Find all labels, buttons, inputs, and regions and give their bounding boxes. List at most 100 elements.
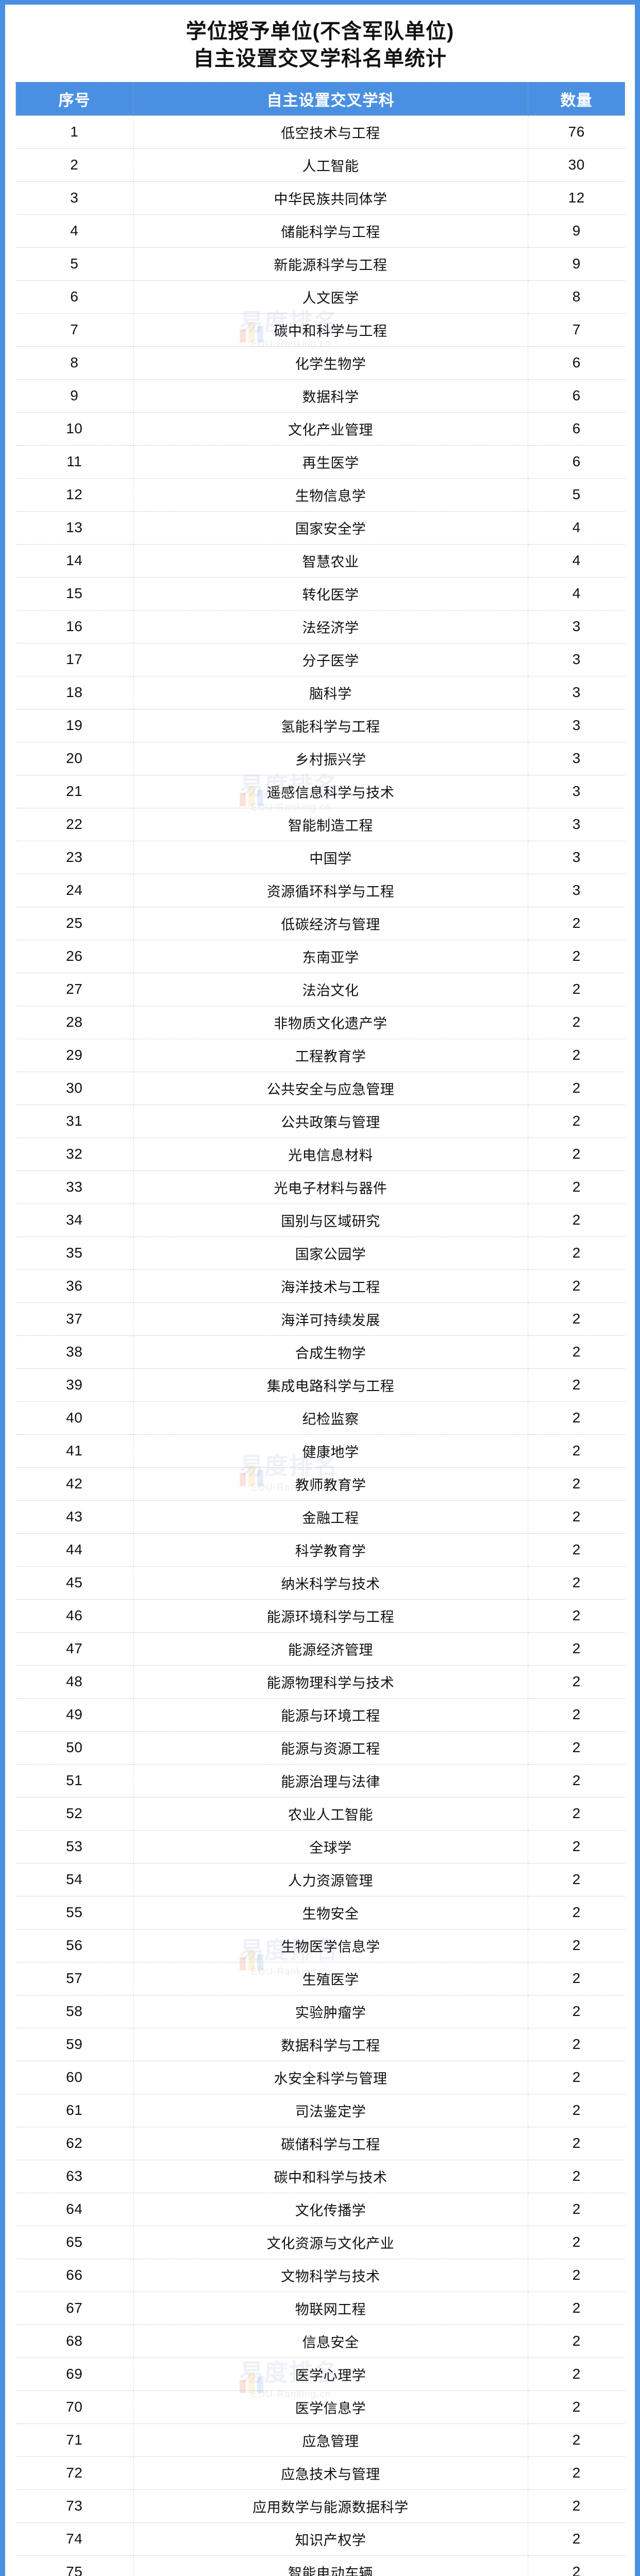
cell-count: 2 xyxy=(528,2456,625,2490)
cell-count: 2 xyxy=(528,1005,625,1039)
cell-count: 2 xyxy=(528,2225,625,2259)
cell-discipline-name: 健康地学 xyxy=(133,1434,528,1468)
table-row: 70 医学信息学 2 xyxy=(15,2390,625,2424)
cell-index: 10 xyxy=(15,412,133,446)
cell-discipline-name: 应急技术与管理 xyxy=(133,2456,528,2490)
table-row: 59 数据科学与工程 2 xyxy=(15,2027,625,2061)
cell-discipline-name: 资源循环科学与工程 xyxy=(133,873,528,907)
cell-count: 3 xyxy=(528,642,625,676)
cell-discipline-name: 公共政策与管理 xyxy=(133,1104,528,1138)
table-row: 28 非物质文化遗产学 2 xyxy=(15,1005,625,1039)
table-row: 30 公共安全与应急管理 2 xyxy=(15,1071,625,1105)
cell-discipline-name: 全球学 xyxy=(133,1829,528,1863)
cell-discipline-name: 碳中和科学与技术 xyxy=(133,2159,528,2193)
cell-count: 2 xyxy=(528,2522,625,2556)
table-row: 51 能源治理与法律 2 xyxy=(15,1764,625,1798)
page-title: 学位授予单位(不含军队单位) 自主设置交叉学科名单统计 xyxy=(5,5,635,73)
cell-count: 2 xyxy=(528,1302,625,1336)
page-title-line-2: 自主设置交叉学科名单统计 xyxy=(193,47,447,70)
cell-count: 2 xyxy=(528,2357,625,2391)
cell-discipline-name: 脑科学 xyxy=(133,675,528,709)
cell-discipline-name: 应急管理 xyxy=(133,2423,528,2457)
table-row: 29 工程教育学 2 xyxy=(15,1038,625,1072)
table-head: 序号 自主设置交叉学科 数量 xyxy=(15,81,625,116)
cell-index: 15 xyxy=(15,577,133,611)
cell-index: 9 xyxy=(15,379,133,413)
cell-discipline-name: 低碳经济与管理 xyxy=(133,906,528,940)
cell-count: 2 xyxy=(528,2324,625,2358)
cell-discipline-name: 遥感信息科学与技术 xyxy=(133,774,528,808)
cell-index: 24 xyxy=(15,873,133,907)
table-header-row: 序号 自主设置交叉学科 数量 xyxy=(15,81,625,116)
cell-count: 2 xyxy=(528,906,625,940)
cell-count: 2 xyxy=(528,1994,625,2028)
table-row: 21 遥感信息科学与技术 3 xyxy=(15,774,625,808)
cell-index: 34 xyxy=(15,1203,133,1237)
cell-discipline-name: 智能电动车辆 xyxy=(133,2555,528,2576)
cell-count: 3 xyxy=(528,708,625,742)
cell-discipline-name: 文化产业管理 xyxy=(133,412,528,446)
cell-index: 66 xyxy=(15,2258,133,2292)
table-row: 63 碳中和科学与技术 2 xyxy=(15,2159,625,2193)
table-row: 5 新能源科学与工程 9 xyxy=(15,247,625,281)
cell-count: 30 xyxy=(528,148,625,182)
cell-discipline-name: 数据科学与工程 xyxy=(133,2027,528,2061)
cell-count: 2 xyxy=(528,1797,625,1831)
cell-discipline-name: 东南亚学 xyxy=(133,939,528,973)
cell-index: 41 xyxy=(15,1434,133,1468)
table-body: 1 低空技术与工程 76 2 人工智能 30 3 中华民族共同体学 12 4 储能科学与工程 9 5 新能… xyxy=(15,115,625,2576)
table-row: 45 纳米科学与技术 2 xyxy=(15,1566,625,1600)
cell-index: 71 xyxy=(15,2423,133,2457)
cell-index: 7 xyxy=(15,313,133,347)
cell-discipline-name: 集成电路科学与工程 xyxy=(133,1368,528,1402)
cell-discipline-name: 法经济学 xyxy=(133,609,528,643)
cell-discipline-name: 数据科学 xyxy=(133,379,528,413)
cell-count: 2 xyxy=(528,1698,625,1732)
cell-index: 45 xyxy=(15,1566,133,1600)
cell-index: 6 xyxy=(15,280,133,314)
table-row: 73 应用数学与能源数据科学 2 xyxy=(15,2489,625,2523)
table-row: 41 健康地学 2 xyxy=(15,1434,625,1468)
cell-discipline-name: 智能制造工程 xyxy=(133,807,528,841)
cell-index: 31 xyxy=(15,1104,133,1138)
cell-discipline-name: 生物安全 xyxy=(133,1895,528,1929)
cell-count: 2 xyxy=(528,1566,625,1600)
cell-discipline-name: 能源环境科学与工程 xyxy=(133,1599,528,1633)
cell-index: 64 xyxy=(15,2192,133,2226)
table-row: 15 转化医学 4 xyxy=(15,577,625,611)
cell-index: 23 xyxy=(15,840,133,874)
cell-index: 25 xyxy=(15,906,133,940)
cell-count: 2 xyxy=(528,1236,625,1270)
cell-count: 4 xyxy=(528,577,625,611)
table-row: 2 人工智能 30 xyxy=(15,148,625,182)
cell-index: 1 xyxy=(15,115,133,149)
cell-index: 51 xyxy=(15,1764,133,1798)
table-row: 7 碳中和科学与工程 7 xyxy=(15,313,625,347)
cell-count: 2 xyxy=(528,1038,625,1072)
cell-count: 2 xyxy=(528,1203,625,1237)
cell-count: 2 xyxy=(528,2159,625,2193)
column-header-count: 数量 xyxy=(528,81,625,116)
table-row: 57 生殖医学 2 xyxy=(15,1961,625,1995)
table-row: 38 合成生物学 2 xyxy=(15,1335,625,1369)
cell-discipline-name: 能源与环境工程 xyxy=(133,1698,528,1732)
cell-index: 38 xyxy=(15,1335,133,1369)
cell-count: 3 xyxy=(528,675,625,709)
cell-index: 61 xyxy=(15,2093,133,2127)
cell-index: 43 xyxy=(15,1500,133,1534)
table-row: 18 脑科学 3 xyxy=(15,675,625,709)
cell-discipline-name: 科学教育学 xyxy=(133,1533,528,1567)
table-row: 62 碳储科学与工程 2 xyxy=(15,2126,625,2160)
cell-discipline-name: 储能科学与工程 xyxy=(133,214,528,248)
cell-index: 21 xyxy=(15,774,133,808)
cell-count: 2 xyxy=(528,1895,625,1929)
cell-count: 2 xyxy=(528,1961,625,1995)
table-row: 35 国家公园学 2 xyxy=(15,1236,625,1270)
table-row: 27 法治文化 2 xyxy=(15,972,625,1006)
cell-discipline-name: 人文医学 xyxy=(133,280,528,314)
cell-index: 52 xyxy=(15,1797,133,1831)
table-row: 54 人力资源管理 2 xyxy=(15,1862,625,1896)
cell-index: 30 xyxy=(15,1071,133,1105)
cell-index: 42 xyxy=(15,1467,133,1501)
